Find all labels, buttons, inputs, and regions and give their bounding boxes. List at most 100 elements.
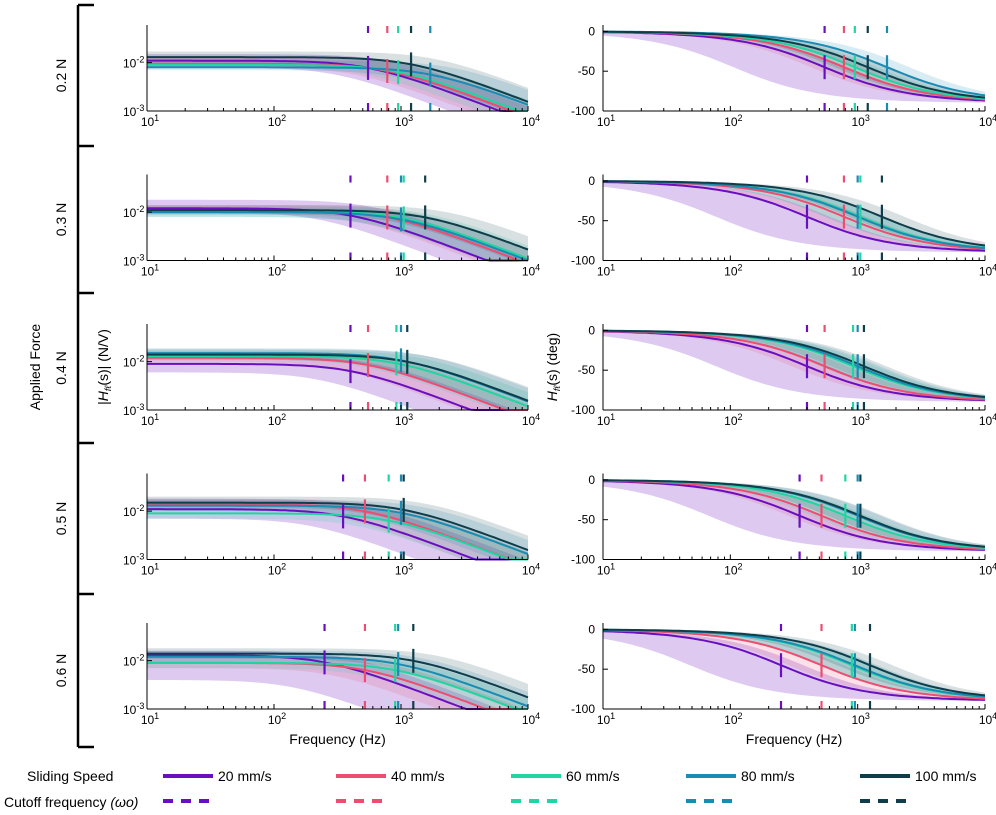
series-line bbox=[602, 181, 986, 252]
legend-label: 20 mm/s bbox=[218, 768, 272, 784]
x-tick-label: 102 bbox=[724, 412, 742, 428]
y-tick-label: -100 bbox=[571, 553, 595, 567]
series-line bbox=[147, 56, 529, 103]
confidence-band bbox=[603, 330, 985, 400]
confidence-band bbox=[147, 499, 528, 560]
y-tick-label: -50 bbox=[578, 214, 596, 228]
series-line bbox=[602, 330, 986, 401]
magnitude-plot: 101 102 103 104 10-2 10-3 bbox=[123, 473, 540, 578]
force-label: 0.2 N bbox=[53, 59, 69, 92]
x-tick-label: 104 bbox=[522, 711, 540, 727]
y-tick-label: 10-2 bbox=[123, 55, 144, 71]
x-tick-label: 101 bbox=[141, 263, 159, 279]
x-tick-label: 101 bbox=[597, 562, 615, 578]
x-tick-label: 102 bbox=[268, 113, 286, 129]
confidence-band bbox=[147, 656, 528, 709]
y-tick-label: 10-2 bbox=[123, 354, 144, 370]
confidence-band bbox=[147, 208, 528, 261]
confidence-band bbox=[603, 629, 985, 700]
x-tick-label: 104 bbox=[522, 263, 540, 279]
confidence-band bbox=[603, 630, 985, 701]
y-tick-label: -100 bbox=[571, 702, 595, 716]
x-tick-label: 104 bbox=[979, 113, 996, 129]
phase-ylabel: Hfℓ(s) (deg) bbox=[544, 333, 562, 401]
series-line bbox=[602, 480, 986, 551]
legend-entry: 40 mm/s bbox=[336, 768, 445, 803]
legend-entry: 80 mm/s bbox=[686, 768, 795, 803]
y-tick-label: 10-3 bbox=[123, 103, 144, 119]
series-line bbox=[603, 30, 986, 99]
confidence-band bbox=[147, 206, 528, 261]
y-tick-label: 10-3 bbox=[123, 552, 144, 568]
y-tick-label: 0 bbox=[588, 473, 595, 487]
force-label: 0.3 N bbox=[53, 203, 69, 236]
legend-cutoff-text: Cutoff frequency bbox=[4, 794, 106, 810]
y-tick-label: -50 bbox=[578, 64, 596, 78]
series-line bbox=[146, 512, 528, 561]
y-tick-label: 10-3 bbox=[123, 402, 144, 418]
y-tick-label: 10-3 bbox=[123, 701, 144, 717]
legend: Sliding Speed Cutoff frequency (ωo) 20 m… bbox=[4, 768, 976, 810]
series-line bbox=[147, 362, 528, 411]
y-tick-label: 0 bbox=[588, 323, 595, 337]
y-tick-label: 10-2 bbox=[123, 204, 144, 220]
x-tick-label: 103 bbox=[395, 562, 413, 578]
x-tick-label: 104 bbox=[522, 562, 540, 578]
x-tick-label: 101 bbox=[141, 412, 159, 428]
x-tick-label: 104 bbox=[979, 711, 996, 727]
x-tick-label: 103 bbox=[851, 113, 869, 129]
x-tick-label: 103 bbox=[395, 113, 413, 129]
confidence-band bbox=[147, 58, 528, 111]
y-tick-label: 10-2 bbox=[123, 503, 144, 519]
magnitude-plot: 101 102 103 104 10-2 10-3 bbox=[123, 25, 540, 129]
x-tick-label: 104 bbox=[522, 412, 540, 428]
y-tick-label: -100 bbox=[571, 254, 595, 268]
legend-entry: 20 mm/s bbox=[163, 768, 272, 803]
confidence-band bbox=[603, 330, 985, 400]
x-tick-label: 101 bbox=[141, 562, 159, 578]
x-tick-label: 104 bbox=[979, 562, 996, 578]
series-line bbox=[147, 661, 528, 710]
x-tick-label: 101 bbox=[141, 113, 159, 129]
x-tick-label: 103 bbox=[395, 711, 413, 727]
row-bracket bbox=[76, 3, 94, 749]
y-tick-label: -100 bbox=[571, 403, 595, 417]
magnitude-ylabel: |Hfℓ(s)| (N/V) bbox=[95, 329, 113, 405]
x-tick-label: 102 bbox=[268, 711, 286, 727]
confidence-band bbox=[147, 57, 528, 111]
confidence-band bbox=[603, 330, 985, 400]
y-tick-label: 0 bbox=[588, 24, 595, 38]
magnitude-plot: 101 102 103 104 10-2 10-3 bbox=[123, 623, 540, 727]
series-line bbox=[147, 652, 529, 699]
confidence-band bbox=[603, 181, 985, 253]
x-tick-label: 101 bbox=[597, 263, 615, 279]
series-line bbox=[147, 211, 529, 262]
x-tick-label: 103 bbox=[851, 711, 869, 727]
x-tick-label: 104 bbox=[522, 113, 540, 129]
legend-cutoff-title: Cutoff frequency (ωo) bbox=[4, 794, 138, 810]
confidence-band bbox=[603, 31, 985, 101]
phase-plot: 101 102 103 104 0 -50 -100 bbox=[571, 473, 996, 578]
legend-entry: 100 mm/s bbox=[860, 768, 976, 803]
confidence-band bbox=[147, 199, 528, 261]
legend-items: 20 mm/s 40 mm/s 60 mm/s 80 mm/s 100 mm/s bbox=[163, 768, 976, 803]
confidence-band bbox=[147, 349, 528, 410]
confidence-band bbox=[147, 648, 528, 709]
x-tick-label: 104 bbox=[979, 412, 996, 428]
force-label: 0.4 N bbox=[53, 351, 69, 384]
series-line bbox=[147, 356, 528, 411]
x-tick-label: 101 bbox=[597, 113, 615, 129]
legend-label: 40 mm/s bbox=[391, 768, 445, 784]
legend-speed-title: Sliding Speed bbox=[27, 768, 113, 784]
force-label: 0.5 N bbox=[53, 502, 69, 535]
legend-label: 100 mm/s bbox=[915, 768, 976, 784]
legend-cutoff-symbol: (ωo) bbox=[110, 794, 138, 810]
x-tick-label: 101 bbox=[597, 412, 615, 428]
phase-plot: 101 102 103 104 0 -50 -100 bbox=[571, 24, 996, 129]
